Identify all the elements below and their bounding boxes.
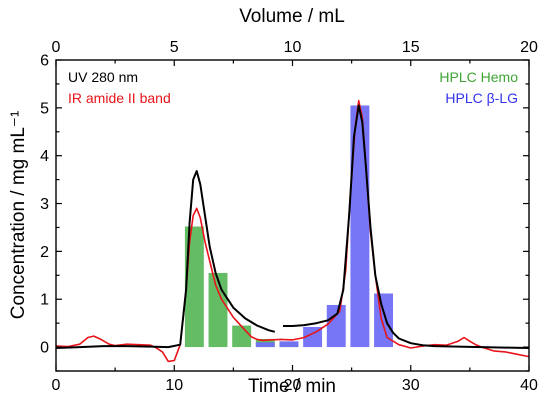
bar-blg — [350, 105, 370, 348]
legend-hemo-label: HPLC Hemo — [439, 69, 518, 85]
legend-ir-label: IR amide II band — [68, 90, 171, 106]
series-line-ir-amide-ii-band — [55, 99, 530, 363]
x2-tick-label: 10 — [284, 39, 302, 56]
x-tick-label: 0 — [52, 377, 61, 394]
x-axis: 0 10 20 30 40 — [52, 365, 538, 394]
x2-tick-label: 20 — [520, 39, 538, 56]
x-axis-title: Time / min — [248, 376, 336, 397]
y-tick-label: 1 — [40, 292, 49, 309]
bars-hemo-group — [184, 226, 299, 348]
bar-hemo — [208, 272, 228, 348]
x2-tick-label: 15 — [402, 39, 420, 56]
plot-marks — [55, 99, 530, 363]
y-tick-label: 5 — [40, 100, 49, 117]
x2-axis: 0 5 10 15 20 — [52, 39, 538, 66]
legend-uv-label: UV 280 nm — [68, 69, 138, 85]
series-line-uv-280-nm — [55, 170, 276, 349]
lines-group — [55, 99, 530, 363]
bar-blg — [255, 342, 275, 348]
bar-blg — [326, 304, 346, 348]
legend-blg-label: HPLC β-LG — [445, 90, 518, 106]
y-axis-title: Concentration / mg mL⁻¹ — [8, 111, 29, 320]
bar-hemo — [184, 226, 204, 348]
x-tick-label: 40 — [520, 377, 538, 394]
y-axis: 0 1 2 3 4 5 6 — [40, 53, 529, 372]
y-tick-label: 3 — [40, 196, 49, 213]
plot-frame — [55, 59, 530, 372]
x-tick-label: 20 — [284, 377, 302, 394]
y-tick-label: 2 — [40, 244, 49, 261]
y-tick-label: 4 — [40, 148, 49, 165]
bar-hemo — [232, 325, 252, 348]
bar-blg — [279, 341, 299, 348]
x2-axis-title: Volume / mL — [239, 6, 345, 27]
y-tick-label: 6 — [40, 53, 49, 70]
x-tick-label: 10 — [165, 377, 183, 394]
bars-blg-group — [255, 105, 394, 348]
y-tick-label: 0 — [40, 340, 49, 357]
series-line-uv-280-nm — [283, 104, 530, 349]
x2-tick-label: 0 — [52, 39, 61, 56]
x-tick-label: 30 — [402, 377, 420, 394]
x2-tick-label: 5 — [170, 39, 179, 56]
